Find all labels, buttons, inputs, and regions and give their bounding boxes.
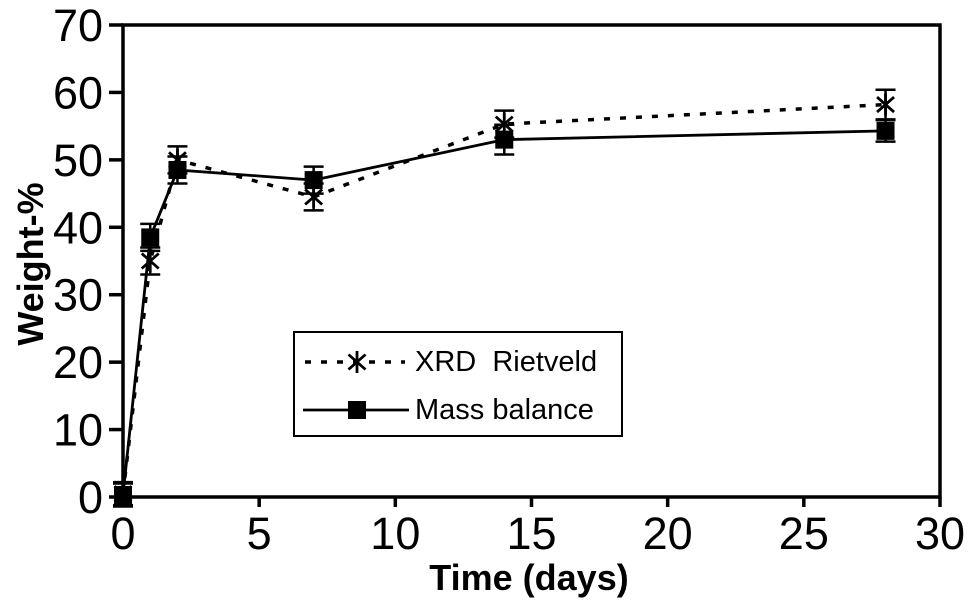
legend-label-xrd: XRD Rietveld bbox=[415, 345, 598, 378]
square-marker bbox=[495, 130, 514, 149]
y-tick-label: 10 bbox=[53, 405, 103, 456]
star-arm bbox=[304, 188, 324, 206]
y-tick-label: 50 bbox=[53, 135, 103, 186]
chart-legend: XRD Rietveld Mass balance bbox=[293, 331, 623, 437]
y-tick-label: 40 bbox=[53, 202, 103, 253]
y-tick-label: 30 bbox=[53, 270, 103, 321]
solid-line-square-icon bbox=[303, 401, 409, 419]
x-tick-label: 0 bbox=[110, 508, 135, 559]
square-marker bbox=[304, 171, 323, 190]
legend-entry-xrd: XRD Rietveld bbox=[301, 344, 615, 380]
x-tick-label: 5 bbox=[247, 508, 272, 559]
y-tick-label: 70 bbox=[53, 0, 103, 51]
y-tick-label: 60 bbox=[53, 67, 103, 118]
square-marker bbox=[114, 485, 132, 504]
square-marker bbox=[876, 121, 895, 140]
legend-entry-mass-balance: Mass balance bbox=[301, 392, 615, 428]
dotted-line-star-icon bbox=[305, 351, 405, 373]
x-tick-label: 25 bbox=[779, 508, 829, 559]
star-marker bbox=[140, 250, 160, 272]
y-tick-label: 0 bbox=[78, 472, 103, 523]
legend-label-mass-balance: Mass balance bbox=[415, 393, 594, 426]
star-arm bbox=[876, 96, 895, 114]
y-tick-label: 20 bbox=[53, 337, 103, 388]
x-axis-title: Time (days) bbox=[429, 557, 629, 598]
square-marker bbox=[168, 160, 187, 179]
x-tick-label: 10 bbox=[370, 508, 420, 559]
x-tick-label: 20 bbox=[643, 508, 693, 559]
star-arm bbox=[140, 252, 160, 270]
star-marker bbox=[304, 185, 324, 208]
star-marker bbox=[876, 93, 895, 116]
square-marker bbox=[141, 228, 160, 247]
x-tick-label: 15 bbox=[506, 508, 556, 559]
x-tick-label: 30 bbox=[915, 508, 965, 559]
star-arm bbox=[494, 115, 514, 133]
series-line-1 bbox=[121, 129, 886, 496]
y-axis-title: Weight-% bbox=[10, 182, 51, 346]
series-line-0 bbox=[121, 102, 886, 494]
